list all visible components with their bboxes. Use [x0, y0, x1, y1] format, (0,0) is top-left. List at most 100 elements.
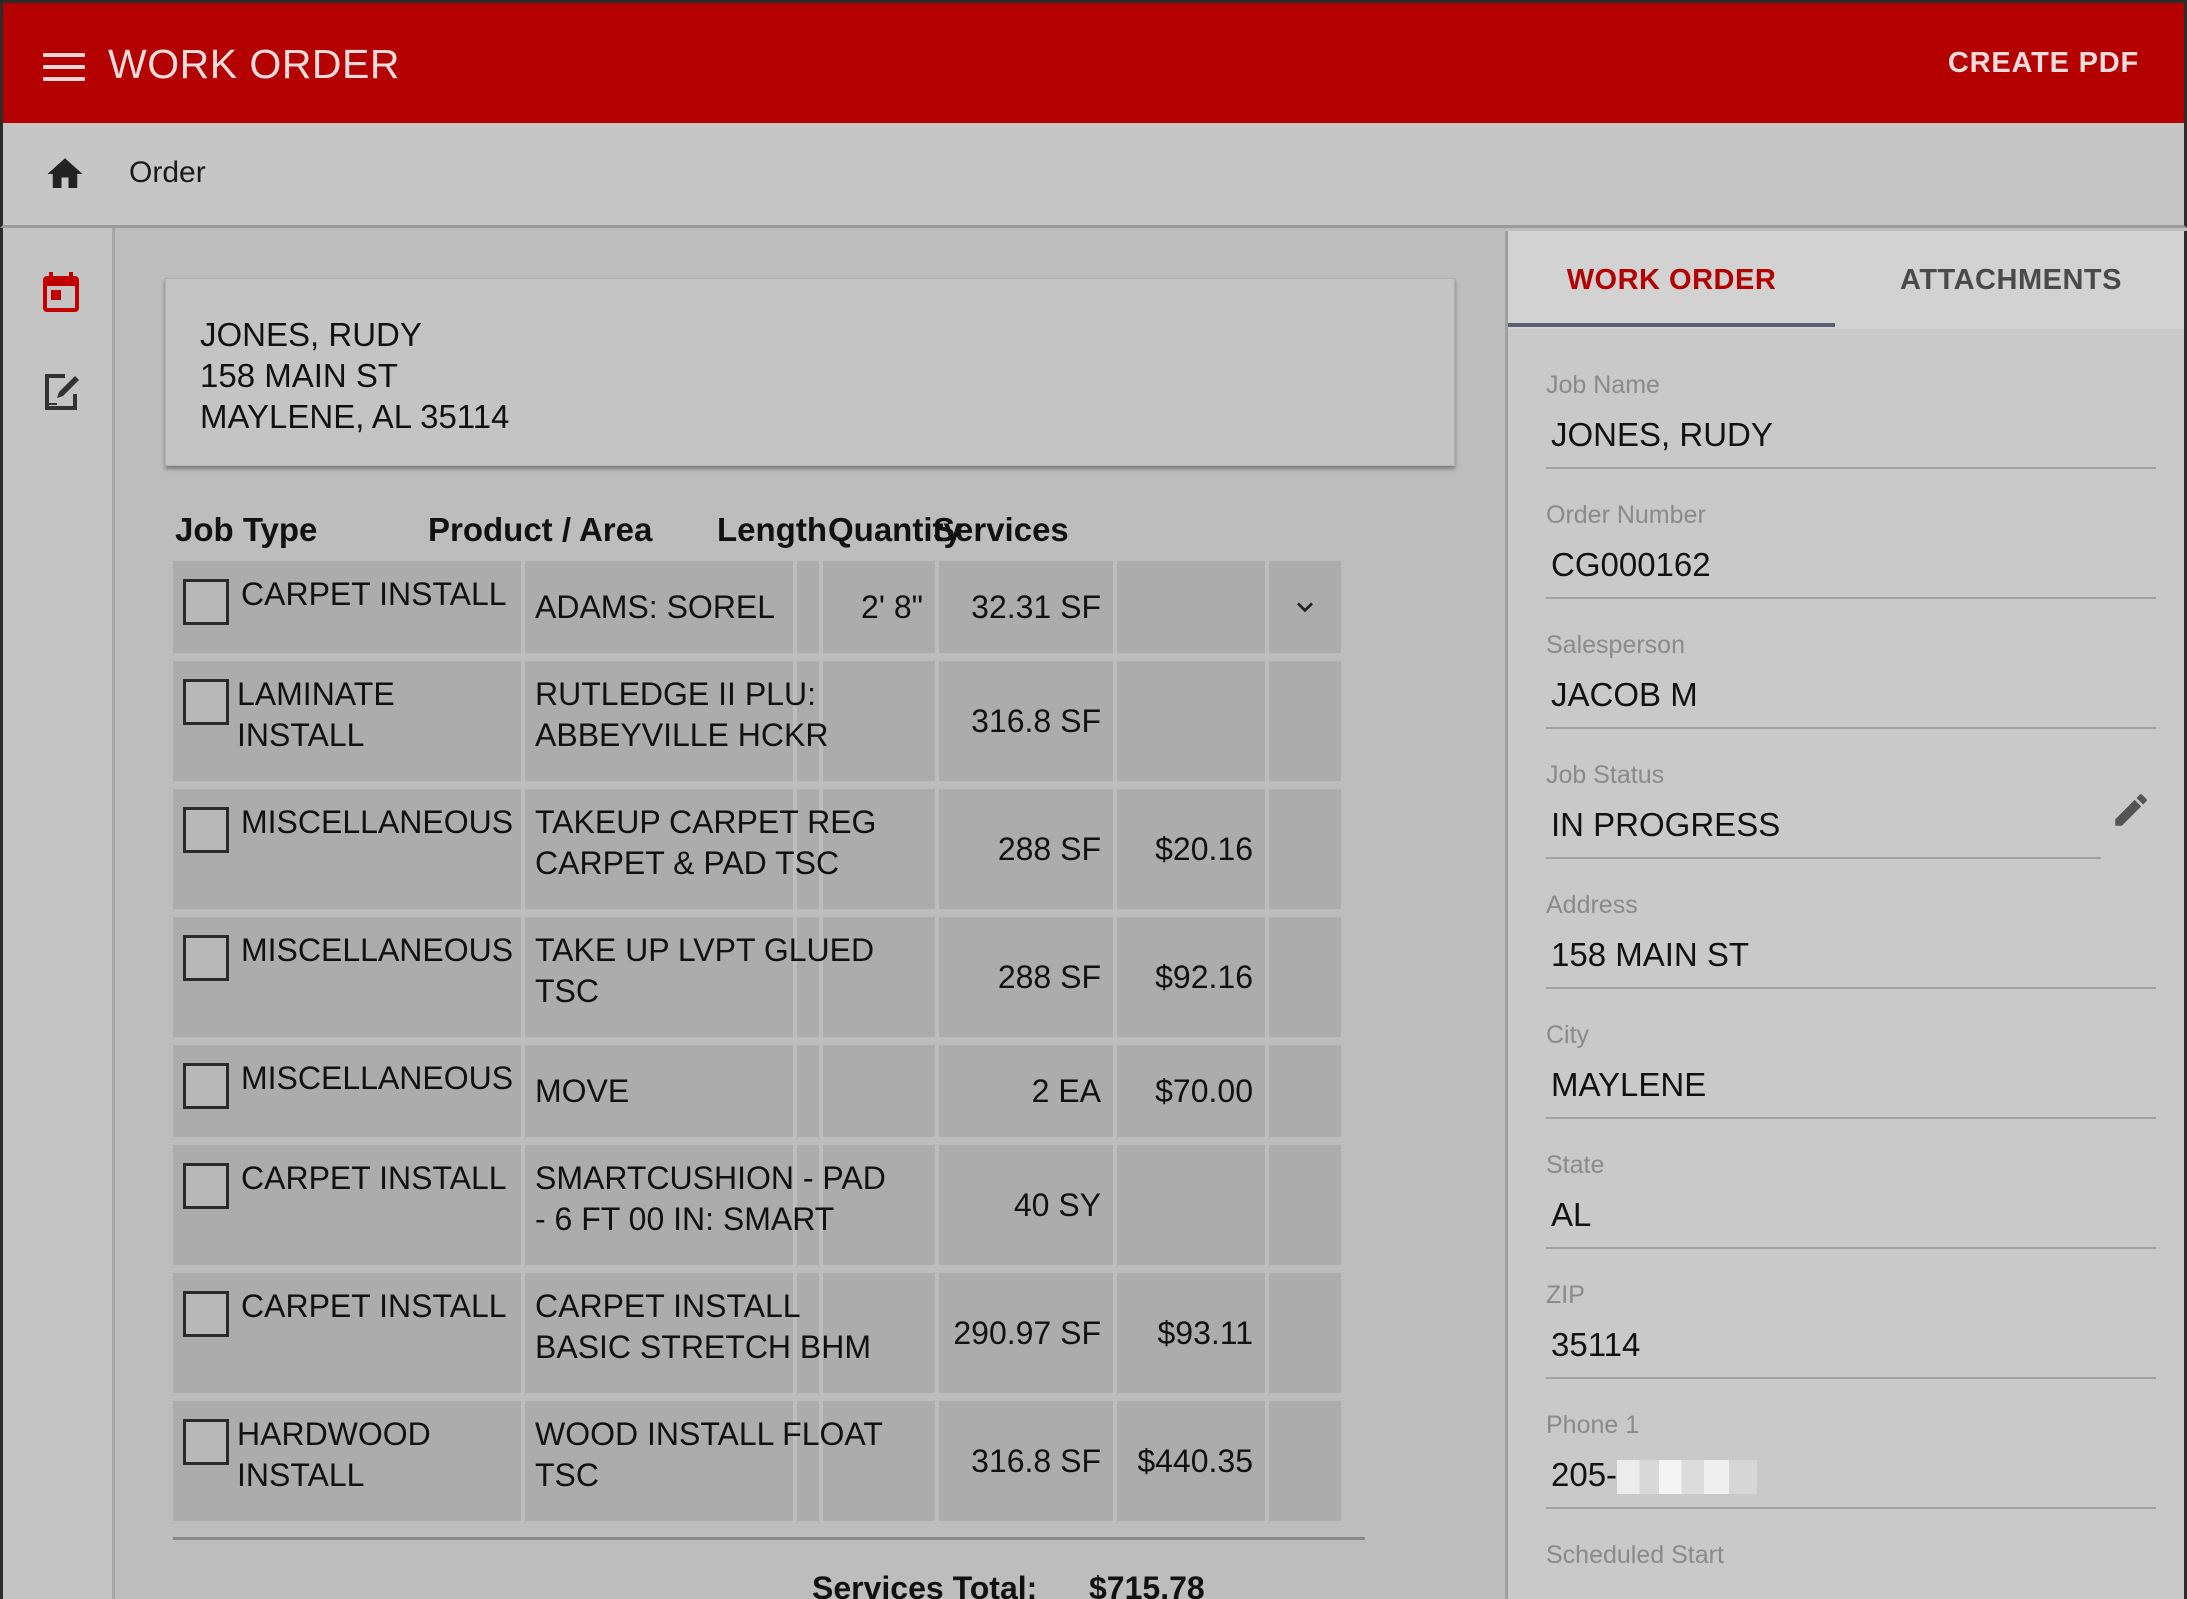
product-line-2: - 6 FT 00 IN: SMART	[535, 1201, 835, 1237]
cell-services	[1117, 1401, 1265, 1521]
home-icon[interactable]	[43, 153, 87, 195]
field-job-name[interactable]: Job Name JONES, RUDY	[1546, 371, 2156, 481]
field-order-number[interactable]: Order Number CG000162	[1546, 501, 2156, 611]
product-line-2: CARPET & PAD TSC	[535, 845, 840, 881]
header-services: Services	[933, 511, 1069, 548]
field-value: AL	[1551, 1196, 1591, 1234]
app-title: WORK ORDER	[108, 41, 400, 87]
cell-quantity	[939, 917, 1113, 1037]
services-total-label: Services Total:	[812, 1570, 1038, 1599]
field-underline	[1546, 1117, 2156, 1119]
row-checkbox[interactable]	[183, 1063, 229, 1109]
job-type-text: CARPET INSTALL	[241, 1286, 507, 1327]
field-value: CG000162	[1551, 546, 1711, 584]
create-pdf-button[interactable]: CREATE PDF	[1947, 47, 2139, 79]
product-area-text: TAKEUP CARPET REG CARPET & PAD TSC	[535, 802, 876, 884]
quantity-value: 316.8 SF	[971, 1443, 1101, 1479]
field-value: 35114	[1551, 1326, 1640, 1364]
field-underline	[1546, 857, 2101, 859]
quantity-value: 40 SY	[1013, 1187, 1101, 1223]
breadcrumb-label: Order	[129, 156, 206, 189]
product-area-text: CARPET INSTALL BASIC STRETCH BHM	[535, 1286, 871, 1368]
cell-job-type	[173, 561, 521, 653]
tab-work-order[interactable]: WORK ORDER	[1566, 264, 1777, 296]
product-area-text: ADAMS: SOREL	[535, 587, 775, 628]
field-zip[interactable]: ZIP 35114	[1546, 1281, 2156, 1391]
field-city[interactable]: City MAYLENE	[1546, 1021, 2156, 1131]
field-value: 158 MAIN ST	[1551, 936, 1749, 974]
field-value: JACOB M	[1551, 676, 1698, 714]
cell-services	[1117, 1045, 1265, 1137]
field-state[interactable]: State AL	[1546, 1151, 2156, 1261]
cell-length	[823, 561, 935, 653]
product-line-1: TAKE UP LVPT GLUED	[535, 932, 875, 968]
services-value: $70.00	[1155, 1073, 1253, 1109]
edit-status-icon[interactable]	[2110, 789, 2152, 831]
field-label: State	[1546, 1151, 1605, 1179]
chevron-down-icon[interactable]	[1289, 591, 1321, 623]
product-area-text: MOVE	[535, 1071, 629, 1112]
cell-spacer	[797, 789, 819, 909]
field-value-text: 35114	[1551, 1326, 1641, 1363]
field-label: Phone 1	[1546, 1411, 1640, 1439]
product-line-1: SMARTCUSHION - PAD	[535, 1160, 886, 1196]
job-type-text: LAMINATE INSTALL	[237, 674, 395, 756]
tab-attachments[interactable]: ATTACHMENTS	[1900, 264, 2122, 296]
job-type-text: CARPET INSTALL	[241, 574, 507, 615]
product-area-text: SMARTCUSHION - PAD - 6 FT 00 IN: SMART	[535, 1158, 886, 1240]
field-salesperson[interactable]: Salesperson JACOB M	[1546, 631, 2156, 741]
job-type-text: MISCELLANEOUS	[241, 1058, 513, 1099]
field-underline	[1546, 1247, 2156, 1249]
job-type-text: HARDWOOD INSTALL	[237, 1414, 431, 1496]
hamburger-menu-icon[interactable]	[43, 53, 85, 81]
calendar-icon[interactable]	[37, 268, 85, 316]
field-label: Order Number	[1546, 501, 1706, 529]
cell-quantity	[939, 561, 1113, 653]
product-line-1: WOOD INSTALL FLOAT	[535, 1416, 883, 1452]
job-type-line-2: INSTALL	[237, 1457, 365, 1493]
cell-quantity	[939, 1273, 1113, 1393]
cell-actions	[1269, 1273, 1341, 1393]
field-address[interactable]: Address 158 MAIN ST	[1546, 891, 2156, 1001]
field-value-text: AL	[1551, 1196, 1592, 1233]
field-value: JONES, RUDY	[1551, 416, 1773, 454]
row-checkbox[interactable]	[183, 1419, 229, 1465]
cell-product-area	[525, 917, 793, 1037]
field-phone-1[interactable]: Phone 1 205-	[1546, 1411, 2156, 1521]
cell-services	[1117, 1145, 1265, 1265]
field-scheduled-start[interactable]: Scheduled Start	[1546, 1541, 2156, 1599]
table-header: Job Type Product / Area Length Quantity …	[175, 511, 1465, 561]
cell-length	[823, 1401, 935, 1521]
redacted-block	[1617, 1460, 1758, 1495]
field-label: Job Status	[1546, 761, 1665, 789]
row-checkbox[interactable]	[183, 1163, 229, 1209]
row-checkbox[interactable]	[183, 807, 229, 853]
field-underline	[1546, 467, 2156, 469]
job-type-line-1: CARPET INSTALL	[241, 576, 507, 612]
quantity-value: 2 EA	[1031, 1073, 1101, 1109]
row-checkbox[interactable]	[183, 579, 229, 625]
cell-quantity	[939, 1145, 1113, 1265]
row-checkbox[interactable]	[183, 1291, 229, 1337]
quantity-value: 316.8 SF	[971, 703, 1101, 739]
panel-tabs: WORK ORDER ATTACHMENTS	[1508, 231, 2184, 329]
job-type-line-1: MISCELLANEOUS	[241, 1060, 514, 1096]
table-row: MISCELLANEOUS TAKE UP LVPT GLUED TSC 288 SF…	[173, 917, 1445, 1037]
quantity-value: 288 SF	[997, 959, 1101, 995]
cell-services	[1117, 917, 1265, 1037]
cell-actions	[1269, 561, 1341, 653]
field-label: Salesperson	[1546, 631, 1685, 659]
row-checkbox[interactable]	[183, 935, 229, 981]
cell-services	[1117, 561, 1265, 653]
field-job-status[interactable]: Job Status IN PROGRESS	[1546, 761, 2156, 871]
cell-product-area	[525, 561, 793, 653]
field-value-text: 205-	[1551, 1456, 1618, 1493]
row-checkbox[interactable]	[183, 679, 229, 725]
customer-name: JONES, RUDY	[200, 316, 422, 353]
product-line-1: MOVE	[535, 1073, 630, 1109]
product-area-text: RUTLEDGE II PLU: ABBEYVILLE HCKR	[535, 674, 828, 756]
table-row: MISCELLANEOUS MOVE 2 EA $70.00	[173, 1045, 1445, 1137]
edit-document-icon[interactable]	[37, 368, 85, 416]
cell-job-type	[173, 1401, 521, 1521]
quantity-value: 290.97 SF	[953, 1315, 1101, 1351]
